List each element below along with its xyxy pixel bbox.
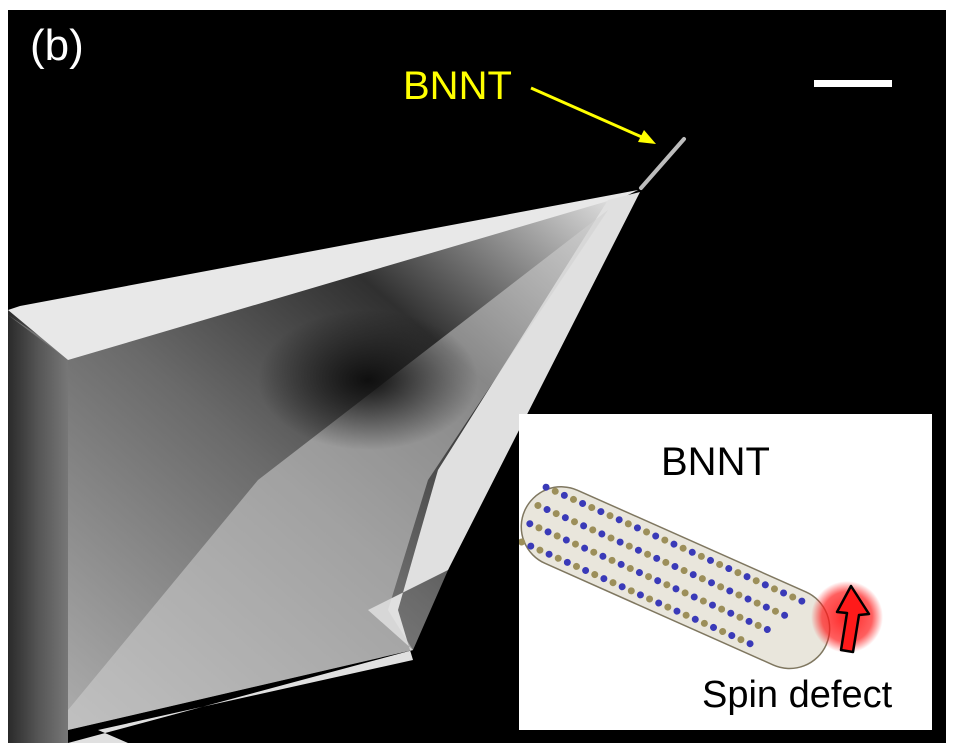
annotation-arrowhead xyxy=(638,130,656,144)
inset-title: BNNT xyxy=(661,440,770,484)
tip-edge-top xyxy=(8,190,638,360)
inset-caption: Spin defect xyxy=(702,674,893,716)
tip-shadow xyxy=(258,310,478,450)
spin-arrow-icon xyxy=(835,584,871,654)
inset-panel: BNNT Spin defect xyxy=(519,414,932,730)
tip-lower-face xyxy=(68,210,608,730)
tube-lattice xyxy=(519,483,806,648)
panel-label: (b) xyxy=(30,21,84,70)
afm-tip-graphic xyxy=(8,86,686,743)
tube-body xyxy=(520,486,831,670)
scale-bar xyxy=(814,80,892,87)
bnnt-annotation-label: BNNT xyxy=(403,64,512,108)
sem-image: (b) BNNT xyxy=(8,10,946,743)
annotation-arrow xyxy=(530,86,645,140)
nanotube-model xyxy=(519,483,883,670)
cantilever-shadow xyxy=(8,310,68,743)
nanotube xyxy=(639,137,686,190)
